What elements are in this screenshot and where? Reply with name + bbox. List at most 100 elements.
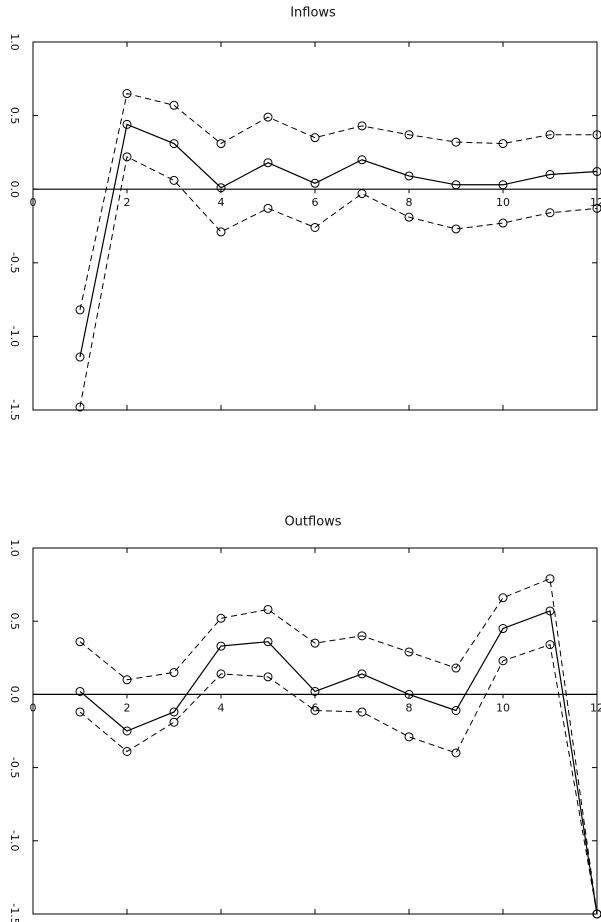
y-tick-label: 1.0 xyxy=(8,539,21,557)
point-marker xyxy=(122,726,132,736)
x-tick-label: 0 xyxy=(30,701,37,714)
x-tick-label: 2 xyxy=(124,701,131,714)
y-tick-label: 0.5 xyxy=(8,107,21,125)
y-tick-label: -0.5 xyxy=(8,757,21,778)
point-marker xyxy=(310,686,320,696)
point-marker xyxy=(498,218,508,228)
point-marker xyxy=(216,183,226,193)
point-marker xyxy=(169,707,179,717)
point-marker xyxy=(451,137,461,147)
plot-frame xyxy=(32,41,598,411)
point-marker xyxy=(216,613,226,623)
x-tick-label: 10 xyxy=(496,701,510,714)
point-marker xyxy=(451,748,461,758)
x-tick-label: 6 xyxy=(312,701,319,714)
y-tick-label: -0.5 xyxy=(8,252,21,273)
point-marker xyxy=(75,352,85,362)
series-line xyxy=(79,610,598,915)
point-marker xyxy=(216,227,226,237)
point-marker xyxy=(404,689,414,699)
point-marker xyxy=(357,121,367,131)
point-marker xyxy=(592,167,601,177)
point-marker xyxy=(263,203,273,213)
series-line xyxy=(79,156,598,408)
x-tick-label: 8 xyxy=(406,701,413,714)
point-marker xyxy=(263,158,273,168)
point-marker xyxy=(545,130,555,140)
y-tick-label: 1.0 xyxy=(8,33,21,51)
point-marker xyxy=(310,133,320,143)
point-marker xyxy=(169,139,179,149)
point-marker xyxy=(545,606,555,616)
point-marker xyxy=(169,717,179,727)
point-marker xyxy=(357,155,367,165)
point-marker xyxy=(451,224,461,234)
point-marker xyxy=(122,152,132,162)
point-marker xyxy=(310,178,320,188)
point-marker xyxy=(263,604,273,614)
point-marker xyxy=(169,100,179,110)
point-marker xyxy=(498,593,508,603)
y-tick-label: -1.5 xyxy=(8,903,21,922)
x-tick-label: 10 xyxy=(496,196,510,209)
point-marker xyxy=(122,89,132,99)
point-marker xyxy=(545,169,555,179)
point-marker xyxy=(498,624,508,634)
point-marker xyxy=(545,208,555,218)
series-line xyxy=(79,643,598,915)
y-tick-label: 0.0 xyxy=(8,686,21,704)
y-tick-label: 0.0 xyxy=(8,180,21,198)
point-marker xyxy=(498,139,508,149)
y-tick-label: -1.0 xyxy=(8,326,21,347)
point-marker xyxy=(545,574,555,584)
point-marker xyxy=(122,675,132,685)
point-marker xyxy=(310,706,320,716)
point-marker xyxy=(357,669,367,679)
point-marker xyxy=(75,707,85,717)
y-tick-label: -1.0 xyxy=(8,830,21,851)
point-marker xyxy=(498,180,508,190)
point-marker xyxy=(216,641,226,651)
point-marker xyxy=(263,637,273,647)
point-marker xyxy=(75,637,85,647)
point-marker xyxy=(545,640,555,650)
x-tick-label: 0 xyxy=(30,196,37,209)
series-line xyxy=(79,123,598,358)
point-marker xyxy=(404,130,414,140)
point-marker xyxy=(451,180,461,190)
point-marker xyxy=(404,171,414,181)
point-marker xyxy=(404,212,414,222)
point-marker xyxy=(498,656,508,666)
x-tick-label: 12 xyxy=(590,701,601,714)
point-marker xyxy=(451,663,461,673)
point-marker xyxy=(592,909,601,919)
y-tick-label: -1.5 xyxy=(8,399,21,420)
x-tick-label: 4 xyxy=(218,701,225,714)
point-marker xyxy=(357,631,367,641)
chart-title: Outflows xyxy=(284,515,341,530)
plot-frame xyxy=(32,547,598,915)
point-marker xyxy=(404,647,414,657)
point-marker xyxy=(122,119,132,129)
x-tick-label: 12 xyxy=(590,196,601,209)
point-marker xyxy=(310,638,320,648)
point-marker xyxy=(592,203,601,213)
point-marker xyxy=(357,189,367,199)
point-marker xyxy=(75,305,85,315)
point-marker xyxy=(404,732,414,742)
x-tick-label: 8 xyxy=(406,196,413,209)
point-marker xyxy=(310,222,320,232)
point-marker xyxy=(451,706,461,716)
x-tick-label: 2 xyxy=(124,196,131,209)
point-marker xyxy=(357,707,367,717)
point-marker xyxy=(75,686,85,696)
series-line xyxy=(79,578,598,915)
x-tick-label: 4 xyxy=(218,196,225,209)
x-tick-label: 6 xyxy=(312,196,319,209)
point-marker xyxy=(122,746,132,756)
point-marker xyxy=(169,667,179,677)
point-marker xyxy=(263,112,273,122)
point-marker xyxy=(263,672,273,682)
series-line xyxy=(79,92,597,311)
